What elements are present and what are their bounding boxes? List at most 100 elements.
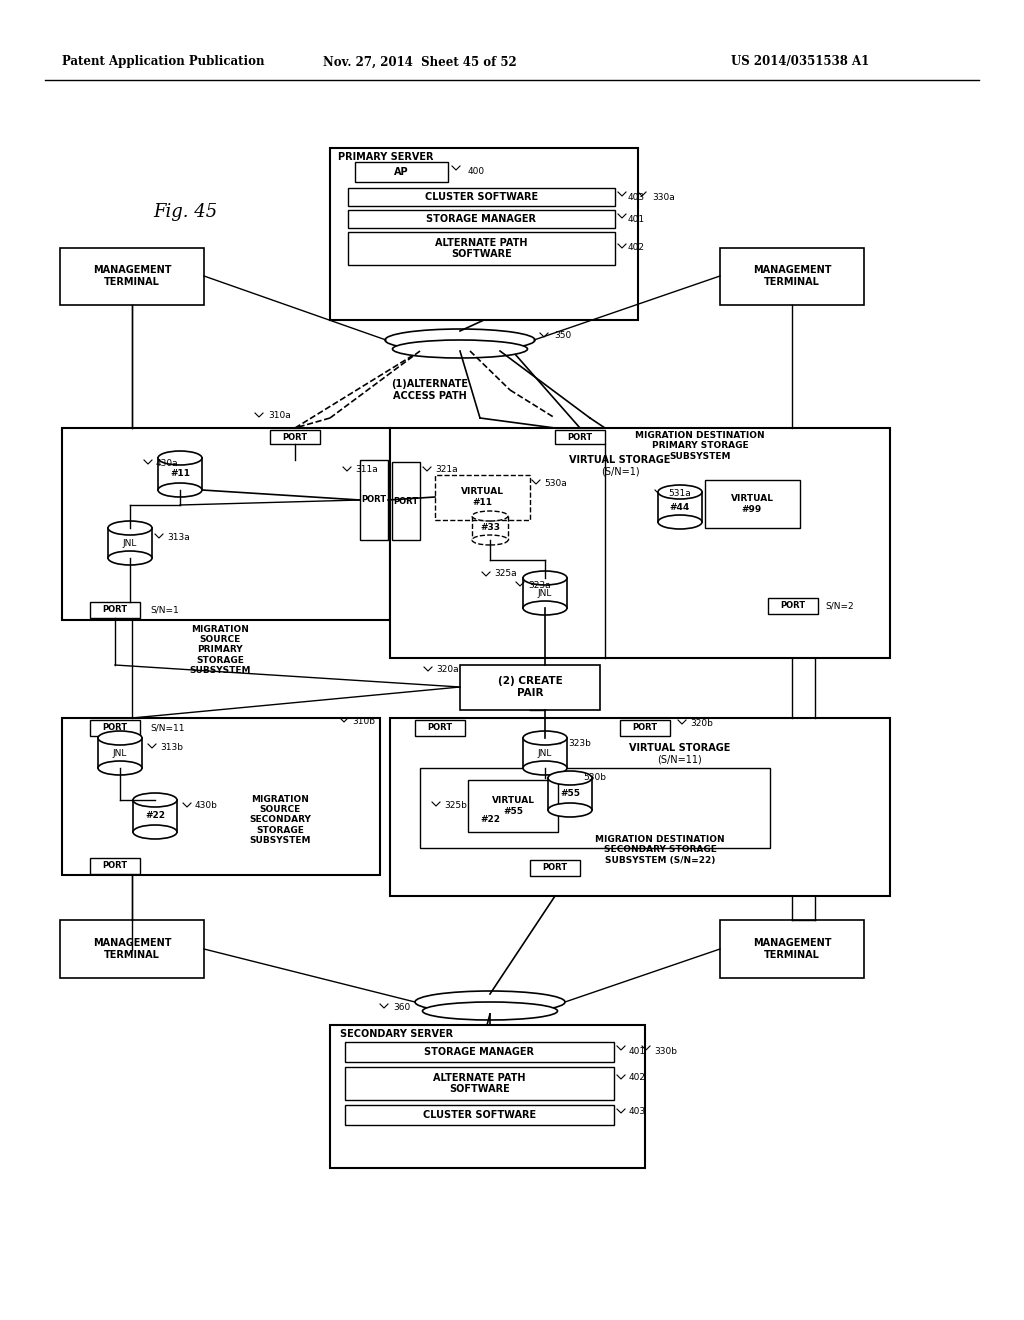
Ellipse shape [158,451,202,465]
Ellipse shape [108,550,152,565]
Bar [90,719,140,737]
Text: 330b: 330b [654,1048,677,1056]
Text: 325b: 325b [444,800,467,809]
Text: #33: #33 [480,524,500,532]
Text: MIGRATION
SOURCE
PRIMARY
STORAGE
SUBSYSTEM: MIGRATION SOURCE PRIMARY STORAGE SUBSYST… [189,624,251,676]
Text: 530a: 530a [544,479,566,487]
Bar [720,248,864,305]
Text: Patent Application Publication: Patent Application Publication [62,55,264,69]
Bar [420,768,770,847]
Text: Nov. 27, 2014  Sheet 45 of 52: Nov. 27, 2014 Sheet 45 of 52 [324,55,517,69]
Text: 430a: 430a [156,458,178,467]
Bar [62,718,380,875]
Text: 531a: 531a [668,488,691,498]
Bar [330,148,638,319]
Text: MANAGEMENT
TERMINAL: MANAGEMENT TERMINAL [93,265,171,286]
Bar [62,428,390,620]
Bar [90,602,140,618]
Text: 313a: 313a [167,532,189,541]
Ellipse shape [158,483,202,498]
Text: VIRTUAL
#11: VIRTUAL #11 [461,487,504,507]
Text: #11: #11 [170,470,190,479]
Text: MANAGEMENT
TERMINAL: MANAGEMENT TERMINAL [753,265,831,286]
Bar [348,187,615,206]
Ellipse shape [423,1002,557,1020]
Text: S/N=2: S/N=2 [825,602,854,610]
Text: 530b: 530b [583,774,606,783]
Text: 402: 402 [628,243,645,252]
Text: VIRTUAL
#55: VIRTUAL #55 [492,796,535,816]
Text: 325a: 325a [494,569,517,578]
Text: PORT: PORT [393,496,419,506]
Ellipse shape [108,521,152,535]
Bar [345,1041,614,1063]
Ellipse shape [385,329,535,351]
Text: S/N=11: S/N=11 [150,723,184,733]
Text: MIGRATION DESTINATION
SECONDARY STORAGE
SUBSYSTEM (S/N=22): MIGRATION DESTINATION SECONDARY STORAGE … [595,836,725,865]
Text: 350: 350 [554,331,571,341]
Text: 360: 360 [393,1002,411,1011]
Bar [60,920,204,978]
Text: 403: 403 [628,193,645,202]
Text: JNL: JNL [113,748,127,758]
Text: S/N=1: S/N=1 [150,606,179,615]
Text: SECONDARY SERVER: SECONDARY SERVER [340,1030,454,1039]
Text: 401: 401 [628,214,645,223]
Text: 320b: 320b [690,718,713,727]
Text: Fig. 45: Fig. 45 [153,203,217,220]
Ellipse shape [415,991,565,1012]
Text: STORAGE MANAGER: STORAGE MANAGER [427,214,537,224]
Ellipse shape [523,731,567,744]
Text: ALTERNATE PATH
SOFTWARE: ALTERNATE PATH SOFTWARE [433,1073,525,1094]
Text: (1)ALTERNATE
ACCESS PATH: (1)ALTERNATE ACCESS PATH [391,379,469,401]
Ellipse shape [98,762,142,775]
Bar [468,780,558,832]
Text: JNL: JNL [538,748,552,758]
Text: CLUSTER SOFTWARE: CLUSTER SOFTWARE [423,1110,536,1119]
Bar [345,1067,614,1100]
Text: PORT: PORT [567,433,593,441]
Text: 311a: 311a [355,466,378,474]
Ellipse shape [133,793,177,807]
Text: 320a: 320a [436,665,459,675]
Bar [360,459,388,540]
Text: 310b: 310b [352,717,375,726]
Text: VIRTUAL STORAGE: VIRTUAL STORAGE [630,743,731,752]
Bar [530,861,580,876]
Text: CLUSTER SOFTWARE: CLUSTER SOFTWARE [425,191,538,202]
Bar [348,232,615,265]
Ellipse shape [98,731,142,744]
Bar [390,718,890,896]
Text: STORAGE MANAGER: STORAGE MANAGER [425,1047,535,1057]
Text: 330a: 330a [652,193,675,202]
Ellipse shape [133,825,177,840]
Ellipse shape [658,484,702,499]
Text: PRIMARY SERVER: PRIMARY SERVER [338,152,433,162]
Ellipse shape [523,572,567,585]
Text: 403: 403 [629,1107,646,1117]
Text: PORT: PORT [102,606,128,615]
Bar [720,920,864,978]
Text: 310a: 310a [268,412,291,421]
Bar [330,1026,645,1168]
Text: 400: 400 [468,168,485,177]
Text: PORT: PORT [780,602,806,610]
Text: 402: 402 [629,1073,646,1082]
Text: 321a: 321a [435,466,458,474]
Bar [355,162,449,182]
Text: PORT: PORT [283,433,307,441]
Text: #44: #44 [670,503,690,511]
Text: #22: #22 [145,812,165,821]
Bar [435,475,530,520]
Bar [90,858,140,874]
Bar [348,210,615,228]
Text: JNL: JNL [538,589,552,598]
Text: (S/N=1): (S/N=1) [601,467,639,477]
Text: #55: #55 [560,789,580,799]
Text: 323b: 323b [568,738,591,747]
Bar [392,462,420,540]
Text: MIGRATION DESTINATION
PRIMARY STORAGE
SUBSYSTEM: MIGRATION DESTINATION PRIMARY STORAGE SU… [635,432,765,461]
Ellipse shape [472,511,508,521]
Bar [345,1105,614,1125]
Text: US 2014/0351538 A1: US 2014/0351538 A1 [731,55,869,69]
